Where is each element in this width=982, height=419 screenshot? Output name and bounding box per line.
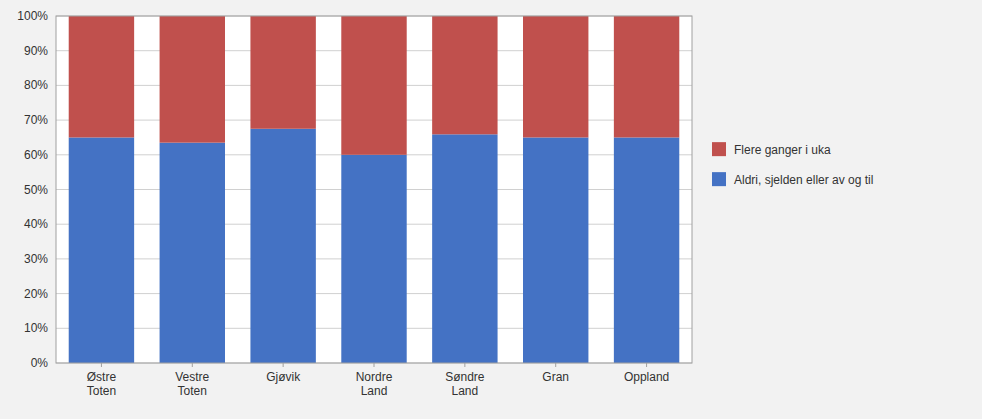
bar	[614, 16, 679, 137]
x-tick-label-line: Oppland	[624, 370, 669, 384]
bar	[341, 16, 406, 155]
legend-swatch	[712, 172, 726, 186]
y-tick-label: 30%	[24, 252, 48, 266]
y-tick-label: 100%	[17, 9, 48, 23]
y-tick-label: 90%	[24, 44, 48, 58]
y-tick-label: 20%	[24, 287, 48, 301]
bar	[341, 155, 406, 363]
legend: Flere ganger i uka Aldri, sjelden eller a…	[712, 142, 873, 187]
background	[0, 0, 982, 419]
legend-label: Flere ganger i uka	[734, 143, 831, 157]
bar	[69, 137, 134, 363]
grid	[56, 16, 692, 363]
x-tick-label-line: Søndre	[445, 370, 485, 384]
x-tick-label: ØstreToten	[87, 370, 117, 398]
legend-label: Aldri, sjelden eller av og til	[734, 173, 873, 187]
bar	[432, 16, 497, 134]
y-tick-label: 70%	[24, 113, 48, 127]
x-tick-label-line: Land	[361, 384, 388, 398]
bar	[160, 16, 225, 143]
x-tick-label-line: Gran	[542, 370, 569, 384]
bar	[523, 137, 588, 363]
plot-frame	[56, 16, 692, 363]
bar	[432, 134, 497, 363]
x-tick-label: NordreLand	[356, 370, 393, 398]
y-tick-label: 50%	[24, 183, 48, 197]
y-tick-label: 60%	[24, 148, 48, 162]
x-tick-label-line: Land	[452, 384, 479, 398]
bars	[69, 16, 680, 363]
x-tick-label-line: Nordre	[356, 370, 393, 384]
y-tick-label: 40%	[24, 217, 48, 231]
bar	[160, 143, 225, 363]
bar	[250, 129, 315, 363]
x-tick	[646, 363, 647, 367]
plot-area	[56, 16, 692, 363]
x-tick-label-line: Toten	[178, 384, 207, 398]
legend-swatch	[712, 142, 726, 156]
x-tick	[555, 363, 556, 367]
x-tick-label: Gran	[542, 370, 569, 384]
x-tick	[192, 363, 193, 367]
x-tick-label-line: Østre	[87, 370, 117, 384]
bar	[69, 16, 134, 137]
x-tick	[283, 363, 284, 367]
x-tick-label-line: Toten	[87, 384, 116, 398]
bar	[523, 16, 588, 137]
x-tick-label-line: Vestre	[175, 370, 209, 384]
x-tick	[374, 363, 375, 367]
y-tick-label: 80%	[24, 78, 48, 92]
x-tick-label: SøndreLand	[445, 370, 485, 398]
y-tick-label: 0%	[31, 356, 49, 370]
x-tick-label: Gjøvik	[266, 370, 301, 384]
x-tick	[464, 363, 465, 367]
x-tick-label-line: Gjøvik	[266, 370, 301, 384]
chart: 0%10%20%30%40%50%60%70%80%90%100%ØstreTo…	[0, 0, 982, 419]
x-tick	[101, 363, 102, 367]
x-tick-label: Oppland	[624, 370, 669, 384]
bar	[250, 16, 315, 129]
x-tick-label: VestreToten	[175, 370, 209, 398]
bar	[614, 137, 679, 363]
y-tick-label: 10%	[24, 321, 48, 335]
